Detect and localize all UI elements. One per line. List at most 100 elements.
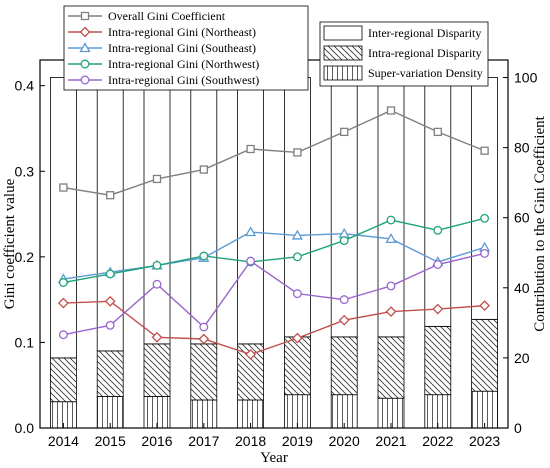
bar-diagonal-2015	[96, 350, 124, 397]
point-0-2021	[386, 106, 396, 115]
point-2-2019	[291, 229, 304, 240]
legend-marker	[80, 59, 90, 69]
point-3-2015	[105, 269, 115, 279]
x-tick-label: 2017	[188, 433, 219, 449]
bar-plain-2016	[143, 77, 171, 345]
point-1-2020	[338, 314, 350, 326]
point-0-2018	[246, 144, 255, 154]
axes-layer: 0.0 0.1 0.2 0.3 0.4 0 20 40 60 80 100 2014 2015 2016 2…	[15, 59, 538, 449]
bars-layer	[50, 77, 499, 429]
point-1-2023	[479, 300, 491, 312]
left-tick-label: 0.0	[15, 420, 35, 436]
line-series-1	[63, 300, 485, 356]
legend-bar-label: Inter-regional Disparity	[368, 26, 481, 40]
x-tick-label: 2019	[282, 433, 313, 449]
x-tick-label: 2023	[469, 433, 500, 449]
line-series-3	[63, 217, 485, 284]
point-0-2020	[340, 127, 349, 137]
bar-plain-2015	[96, 77, 124, 352]
point-4-2019	[292, 289, 302, 299]
x-tick-label: 2018	[235, 433, 266, 449]
legend-bar-swatch	[323, 65, 363, 81]
point-3-2023	[480, 213, 490, 223]
point-1-2022	[432, 303, 444, 315]
legend-bar-swatch	[323, 45, 363, 61]
point-4-2018	[246, 256, 256, 266]
line-legend: Overall Gini Coefficient Intra-regional G…	[63, 5, 309, 91]
bar-legend: Inter-regional Disparity Intra-regional D…	[319, 21, 489, 87]
line-series-4	[63, 252, 485, 336]
point-4-2017	[199, 322, 209, 332]
legend-line-label: Intra-regional Gini (Northwest)	[108, 57, 259, 71]
point-1-2016	[151, 331, 163, 343]
lines-layer	[57, 106, 491, 360]
legend-line-label: Intra-regional Gini (Southeast)	[108, 41, 256, 55]
point-1-2014	[57, 297, 69, 309]
point-4-2022	[433, 260, 443, 269]
bar-plain-2020	[330, 77, 358, 338]
point-3-2022	[433, 225, 443, 235]
bar-vertical-2023	[471, 390, 499, 429]
legend-line-label: Intra-regional Gini (Southwest)	[108, 73, 259, 87]
line-series-0	[63, 109, 485, 196]
point-1-2021	[385, 306, 397, 318]
legend-bar-label: Super-variation Density	[368, 66, 483, 80]
point-0-2017	[199, 165, 208, 174]
right-tick-label: 40	[514, 280, 530, 296]
point-2-2018	[244, 226, 257, 237]
point-0-2016	[152, 174, 162, 184]
point-0-2014	[59, 183, 68, 192]
bar-plain-2021	[377, 77, 405, 338]
point-2-2021	[385, 233, 397, 244]
y-axis-right-title: Contribution to the Gini Coefficient	[532, 115, 548, 331]
point-0-2015	[106, 191, 115, 200]
x-tick-label: 2021	[375, 433, 406, 449]
legend-bar-swatch	[323, 25, 363, 41]
bar-diagonal-2017	[190, 343, 218, 401]
bar-plain-2023	[471, 77, 499, 320]
point-1-2018	[245, 348, 257, 360]
bar-diagonal-2021	[377, 336, 405, 399]
x-tick-label: 2020	[329, 433, 360, 449]
x-tick-label: 2016	[141, 433, 172, 449]
bar-diagonal-2022	[424, 325, 452, 396]
point-4-2020	[339, 295, 349, 305]
bar-plain-2022	[424, 77, 452, 327]
x-tick-label: 2022	[422, 433, 453, 449]
legend-marker	[79, 42, 91, 53]
legend-line-label: Intra-regional Gini (Northeast)	[108, 25, 256, 39]
bar-diagonal-2016	[143, 343, 171, 397]
legend-marker	[80, 11, 90, 21]
point-4-2021	[386, 281, 396, 291]
left-tick-label: 0.3	[15, 163, 35, 179]
bar-plain-2014	[50, 77, 77, 359]
right-tick-label: 20	[514, 350, 530, 366]
bar-plain-2018	[237, 77, 265, 345]
x-tick-label: 2015	[95, 433, 126, 449]
point-0-2022	[433, 127, 442, 137]
right-tick-label: 0	[514, 420, 522, 436]
x-axis-title: Year	[260, 450, 288, 466]
bar-diagonal-2014	[50, 357, 77, 403]
point-1-2015	[104, 295, 116, 307]
bar-diagonal-2023	[471, 318, 499, 392]
point-3-2014	[58, 278, 68, 287]
bar-plain-2017	[190, 77, 218, 345]
point-4-2014	[58, 330, 68, 340]
point-1-2019	[291, 332, 303, 344]
point-4-2016	[152, 279, 162, 289]
line-series-2	[63, 231, 485, 280]
point-3-2017	[199, 251, 209, 261]
legend-marker	[79, 26, 91, 38]
bar-vertical-2015	[96, 396, 124, 429]
y-axis-left-title: Gini coefficient value	[2, 178, 18, 309]
left-tick-label: 0.1	[15, 334, 35, 350]
right-tick-label: 100	[514, 70, 538, 86]
legend-bar-label: Intra-regional Disparity	[368, 46, 482, 60]
bar-diagonal-2019	[283, 336, 311, 396]
point-4-2015	[105, 320, 115, 330]
legend-marker	[80, 75, 90, 85]
point-0-2023	[480, 146, 489, 155]
bar-vertical-2022	[424, 394, 452, 429]
